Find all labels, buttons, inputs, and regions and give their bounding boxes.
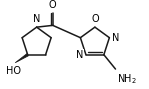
Text: NH$_2$: NH$_2$ xyxy=(117,72,137,86)
Text: O: O xyxy=(91,15,99,24)
Text: O: O xyxy=(49,0,57,10)
Text: HO: HO xyxy=(6,66,21,76)
Text: N: N xyxy=(112,33,119,43)
Polygon shape xyxy=(15,54,28,63)
Text: N: N xyxy=(76,50,83,60)
Text: N: N xyxy=(33,15,40,24)
